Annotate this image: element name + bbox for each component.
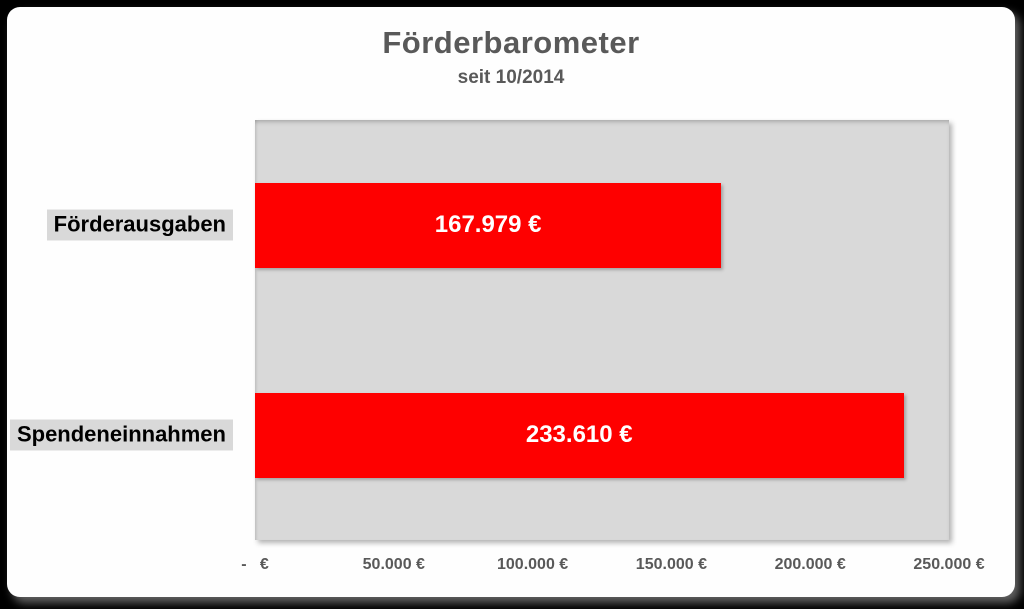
chart-header: Förderbarometer seit 10/2014 [7, 25, 1015, 89]
bar: 233.610 € [255, 392, 904, 478]
category-label: Spendeneinnahmen [9, 419, 233, 451]
chart-title: Förderbarometer [382, 25, 640, 60]
x-axis-tick-label: 200.000 € [774, 556, 846, 573]
chart-card: Förderbarometer seit 10/2014 Förderausga… [7, 7, 1015, 597]
x-axis-tick-label: 250.000 € [913, 556, 985, 573]
x-axis-tick-label: - € [241, 556, 269, 573]
category-label: Förderausgaben [46, 209, 233, 241]
bar-value-label: 233.610 € [525, 421, 633, 448]
chart-subtitle: seit 10/2014 [457, 67, 565, 88]
bar-value-label: 167.979 € [434, 211, 542, 238]
x-axis-tick-label: 50.000 € [362, 556, 425, 573]
x-axis-tick-label: 150.000 € [635, 556, 707, 573]
bar: 167.979 € [255, 182, 722, 268]
chart-layer: Förderausgaben 167.979 € Spendeneinnahmen 2… [7, 7, 1015, 597]
x-axis-tick-label: 100.000 € [497, 556, 569, 573]
